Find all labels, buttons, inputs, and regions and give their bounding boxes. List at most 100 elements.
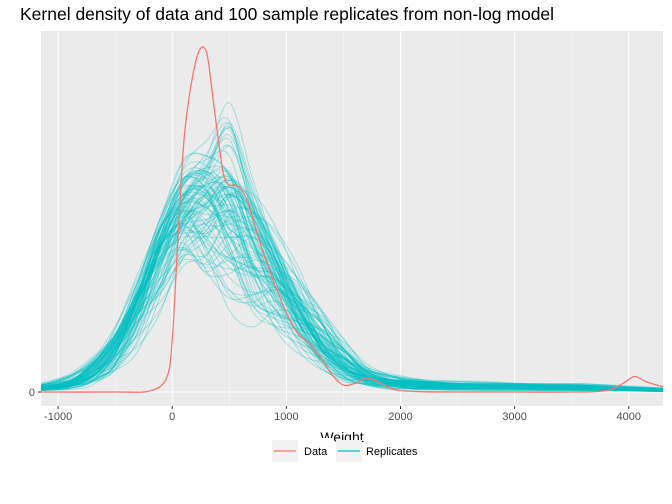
replicate-line xyxy=(40,191,664,392)
replicate-line xyxy=(40,172,664,392)
replicate-line xyxy=(40,207,664,392)
replicate-line xyxy=(40,171,664,392)
replicate-line xyxy=(40,185,664,392)
replicate-line xyxy=(40,126,664,389)
replicate-line xyxy=(40,145,664,390)
x-tick-label: 0 xyxy=(169,411,175,423)
replicate-line xyxy=(40,126,664,390)
replicate-line xyxy=(40,211,664,393)
x-tick-label: 1000 xyxy=(274,411,298,423)
replicate-line xyxy=(40,184,664,392)
replicate-line xyxy=(40,209,664,392)
replicate-line xyxy=(40,185,664,392)
replicate-line xyxy=(40,102,664,389)
x-axis-ticks: -1000 0 1000 2000 3000 4000 xyxy=(44,406,641,423)
replicate-line xyxy=(40,167,664,391)
replicate-line xyxy=(40,232,664,392)
replicate-line xyxy=(40,144,664,390)
replicate-line xyxy=(40,223,664,392)
replicate-line xyxy=(40,192,664,391)
replicate-line xyxy=(40,165,664,391)
replicate-line xyxy=(40,207,664,392)
replicate-line xyxy=(40,194,664,391)
replicate-line xyxy=(40,175,664,391)
replicate-line xyxy=(40,185,664,392)
replicate-line xyxy=(40,201,664,392)
replicate-line xyxy=(40,200,664,392)
replicate-line xyxy=(40,194,664,392)
replicate-line xyxy=(40,179,663,391)
replicate-line xyxy=(40,213,664,392)
replicate-line xyxy=(40,184,664,392)
replicate-line xyxy=(40,197,664,392)
data-series xyxy=(40,46,664,393)
replicate-line xyxy=(40,181,664,392)
replicate-line xyxy=(40,215,664,392)
replicate-line xyxy=(40,185,664,391)
replicate-line xyxy=(40,122,664,389)
replicate-line xyxy=(40,186,664,391)
replicate-line xyxy=(40,208,664,393)
replicate-line xyxy=(40,215,664,392)
replicate-line xyxy=(40,177,664,392)
replicate-line xyxy=(40,202,664,392)
replicate-line xyxy=(40,186,664,391)
replicate-line xyxy=(40,190,664,391)
replicate-line xyxy=(40,152,664,391)
replicate-line xyxy=(40,194,664,391)
replicate-line xyxy=(40,210,664,392)
replicate-line xyxy=(40,193,664,392)
chart-title: Kernel density of data and 100 sample re… xyxy=(20,4,554,24)
replicate-line xyxy=(40,179,664,391)
replicate-line xyxy=(40,185,664,392)
replicate-line xyxy=(40,210,664,392)
replicate-line xyxy=(40,205,664,392)
replicate-line xyxy=(40,187,664,392)
legend-label-data: Data xyxy=(304,446,328,458)
replicate-line xyxy=(40,195,664,391)
replicate-line xyxy=(40,226,664,392)
replicate-line xyxy=(40,248,664,392)
replicate-line xyxy=(40,167,664,391)
replicate-line xyxy=(40,150,664,390)
replicate-line xyxy=(40,198,664,392)
replicate-line xyxy=(40,169,664,391)
replicate-line xyxy=(40,228,664,392)
replicate-line xyxy=(40,220,664,392)
legend-label-replicates: Replicates xyxy=(366,446,418,458)
replicate-line xyxy=(40,195,664,392)
replicate-line xyxy=(40,122,664,389)
replicate-line xyxy=(40,225,664,392)
plot-panel xyxy=(41,31,663,406)
replicate-line xyxy=(40,175,664,392)
replicate-line xyxy=(40,134,664,390)
replicate-line xyxy=(40,209,664,392)
x-tick-label: 4000 xyxy=(617,411,641,423)
replicate-line xyxy=(40,128,664,389)
replicate-line xyxy=(40,227,664,392)
replicate-line xyxy=(40,173,664,391)
legend: Data Replicates xyxy=(271,438,418,464)
replicate-line xyxy=(40,210,664,392)
replicate-line xyxy=(40,172,664,392)
replicate-line xyxy=(40,175,664,391)
replicate-line xyxy=(40,161,664,391)
replicate-line xyxy=(40,172,664,392)
replicate-line xyxy=(40,176,664,392)
replicate-line xyxy=(40,137,664,390)
replicate-line xyxy=(40,193,664,391)
y-tick-label: 0 xyxy=(29,387,35,399)
replicate-line xyxy=(40,242,664,392)
replicate-line xyxy=(40,206,664,392)
replicate-line xyxy=(40,177,664,392)
x-tick-label: 3000 xyxy=(502,411,526,423)
replicate-line xyxy=(40,179,664,391)
replicate-line xyxy=(40,188,664,392)
replicate-line xyxy=(40,237,664,392)
replicate-line xyxy=(40,177,664,391)
replicate-line xyxy=(40,209,664,392)
replicate-line xyxy=(40,117,664,389)
replicate-line xyxy=(40,170,664,391)
replicate-line xyxy=(40,187,664,391)
